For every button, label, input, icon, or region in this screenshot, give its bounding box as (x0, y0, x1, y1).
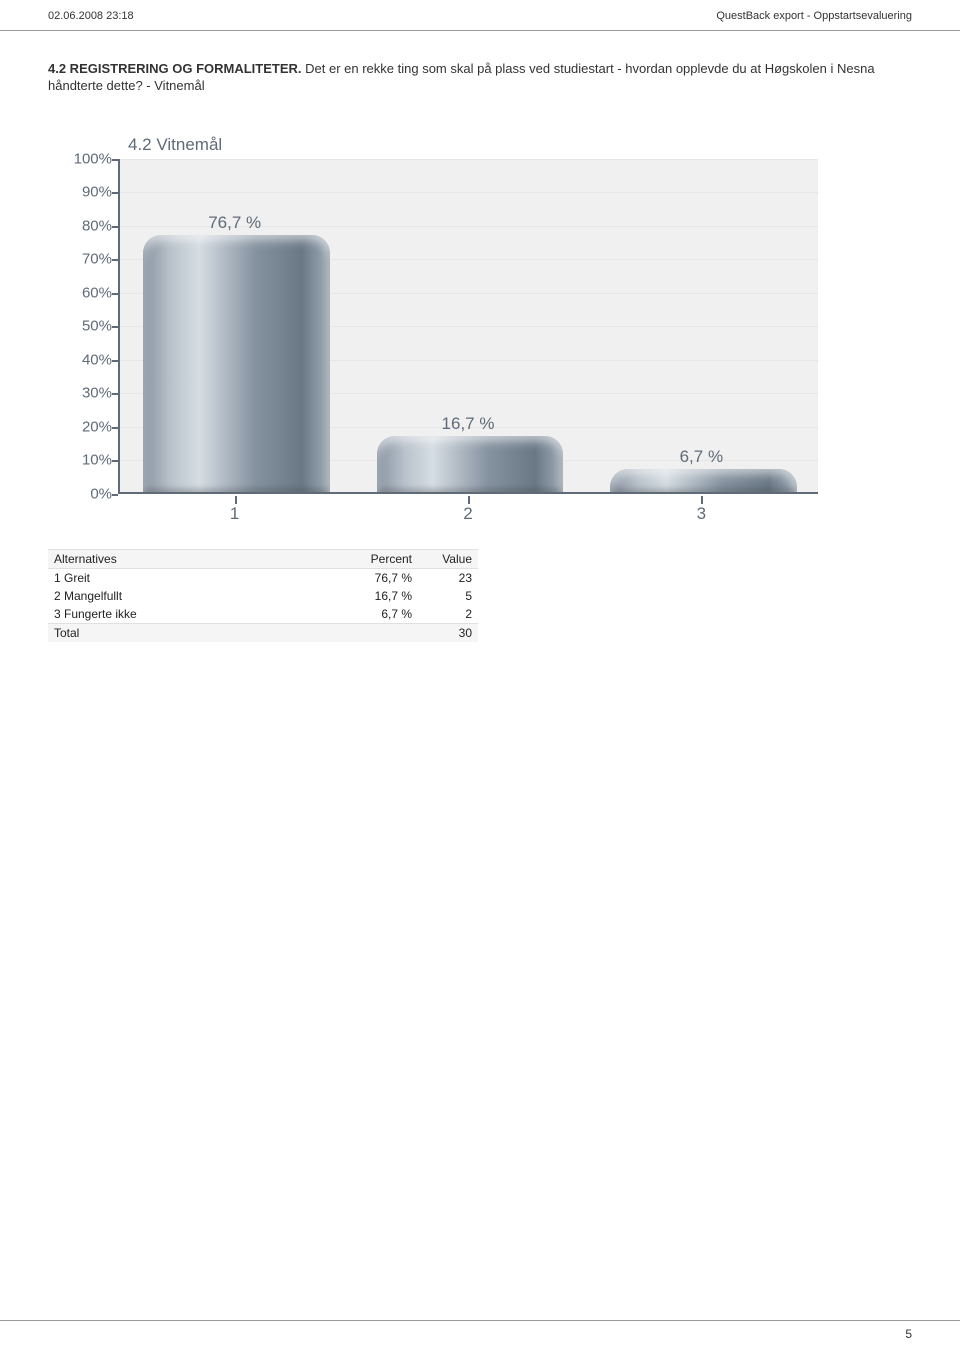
table-row: 3 Fungerte ikke6,7 %2 (48, 605, 478, 624)
bar (377, 436, 564, 492)
y-tick-label: 30% (58, 385, 112, 402)
x-tick-mark (701, 496, 703, 504)
y-tick-label: 50% (58, 318, 112, 335)
alt-cell: 1 Greit (48, 568, 338, 587)
y-tick-label: 60% (58, 284, 112, 301)
value-cell: 2 (418, 605, 478, 624)
alt-cell: 3 Fungerte ikke (48, 605, 338, 624)
y-tick-mark (112, 494, 118, 496)
y-tick-label: 100% (58, 150, 112, 167)
y-tick-mark (112, 326, 118, 328)
plot-area (118, 159, 818, 494)
y-tick-label: 70% (58, 251, 112, 268)
x-tick-label: 2 (463, 504, 472, 524)
table-total-row: Total 30 (48, 623, 478, 642)
y-tick-label: 10% (58, 452, 112, 469)
y-tick-mark (112, 360, 118, 362)
y-tick-mark (112, 226, 118, 228)
header-title: QuestBack export - Oppstartsevaluering (716, 10, 912, 22)
col-percent: Percent (338, 549, 418, 568)
y-tick-label: 20% (58, 418, 112, 435)
col-alternatives: Alternatives (48, 549, 338, 568)
y-tick-label: 0% (58, 485, 112, 502)
x-tick-mark (235, 496, 237, 504)
table-row: 1 Greit76,7 %23 (48, 568, 478, 587)
y-tick-mark (112, 159, 118, 161)
total-percent (338, 623, 418, 642)
y-tick-mark (112, 259, 118, 261)
page-number: 5 (905, 1327, 912, 1341)
percent-cell: 6,7 % (338, 605, 418, 624)
content: 4.2 REGISTRERING OG FORMALITETER. Det er… (0, 31, 960, 642)
bar-value-label: 76,7 % (208, 213, 261, 233)
alt-cell: 2 Mangelfullt (48, 587, 338, 605)
gridline (120, 159, 818, 160)
bar (143, 235, 330, 492)
x-tick-mark (468, 496, 470, 504)
total-label: Total (48, 623, 338, 642)
percent-cell: 16,7 % (338, 587, 418, 605)
y-tick-mark (112, 460, 118, 462)
gridline (120, 192, 818, 193)
table-header-row: Alternatives Percent Value (48, 549, 478, 568)
value-cell: 23 (418, 568, 478, 587)
chart-container: 4.2 Vitnemål 0% 10% 20% 30% 40% 50% 60% 70% 80% 9… (58, 135, 912, 529)
y-tick-mark (112, 427, 118, 429)
page-footer: 5 (0, 1320, 960, 1341)
bar-value-label: 6,7 % (680, 447, 723, 467)
x-tick-label: 1 (230, 504, 239, 524)
bar-value-label: 16,7 % (442, 414, 495, 434)
alternatives-table: Alternatives Percent Value 1 Greit76,7 %… (48, 549, 478, 642)
chart-title: 4.2 Vitnemål (128, 135, 912, 155)
table-row: 2 Mangelfullt16,7 %5 (48, 587, 478, 605)
bar-chart: 0%10%20%30%40%50%60%70%80%90%100%76,7 %1… (58, 159, 818, 529)
y-tick-mark (112, 293, 118, 295)
y-tick-mark (112, 393, 118, 395)
header-date: 02.06.2008 23:18 (48, 10, 134, 22)
y-tick-label: 80% (58, 217, 112, 234)
percent-cell: 76,7 % (338, 568, 418, 587)
value-cell: 5 (418, 587, 478, 605)
y-tick-label: 90% (58, 184, 112, 201)
x-tick-label: 3 (697, 504, 706, 524)
total-value: 30 (418, 623, 478, 642)
page-header: 02.06.2008 23:18 QuestBack export - Opps… (0, 0, 960, 31)
y-tick-mark (112, 192, 118, 194)
y-tick-label: 40% (58, 351, 112, 368)
question-title: 4.2 REGISTRERING OG FORMALITETER. Det er… (48, 61, 912, 95)
bar (610, 469, 797, 491)
question-prefix: 4.2 REGISTRERING OG FORMALITETER. (48, 61, 305, 76)
col-value: Value (418, 549, 478, 568)
